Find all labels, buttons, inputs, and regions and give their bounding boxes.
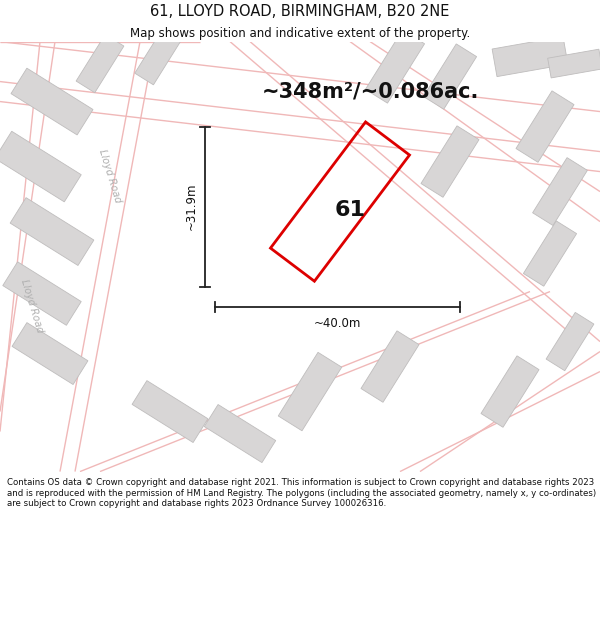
Polygon shape bbox=[365, 30, 425, 103]
Polygon shape bbox=[132, 381, 208, 442]
Polygon shape bbox=[12, 322, 88, 384]
Polygon shape bbox=[3, 262, 81, 325]
Polygon shape bbox=[135, 22, 185, 85]
Text: ~40.0m: ~40.0m bbox=[314, 317, 361, 330]
Polygon shape bbox=[481, 356, 539, 428]
Polygon shape bbox=[421, 126, 479, 198]
Polygon shape bbox=[546, 312, 594, 371]
Text: Contains OS data © Crown copyright and database right 2021. This information is : Contains OS data © Crown copyright and d… bbox=[7, 478, 596, 508]
Polygon shape bbox=[523, 221, 577, 286]
Text: ~348m²/~0.086ac.: ~348m²/~0.086ac. bbox=[262, 81, 479, 101]
Polygon shape bbox=[76, 34, 124, 92]
Polygon shape bbox=[548, 49, 600, 78]
Text: 61, LLOYD ROAD, BIRMINGHAM, B20 2NE: 61, LLOYD ROAD, BIRMINGHAM, B20 2NE bbox=[151, 4, 449, 19]
Text: Map shows position and indicative extent of the property.: Map shows position and indicative extent… bbox=[130, 26, 470, 39]
Polygon shape bbox=[10, 198, 94, 266]
Polygon shape bbox=[533, 158, 587, 226]
Polygon shape bbox=[361, 331, 419, 402]
Polygon shape bbox=[278, 352, 342, 431]
Polygon shape bbox=[424, 44, 476, 109]
Polygon shape bbox=[492, 36, 568, 77]
Text: 61: 61 bbox=[335, 199, 365, 219]
Polygon shape bbox=[11, 68, 93, 135]
Text: Lloyd Road: Lloyd Road bbox=[19, 279, 45, 334]
Polygon shape bbox=[0, 131, 81, 202]
Text: ~31.9m: ~31.9m bbox=[185, 182, 197, 230]
Polygon shape bbox=[516, 91, 574, 162]
Text: Lloyd Road: Lloyd Road bbox=[97, 149, 123, 204]
Polygon shape bbox=[204, 404, 276, 462]
